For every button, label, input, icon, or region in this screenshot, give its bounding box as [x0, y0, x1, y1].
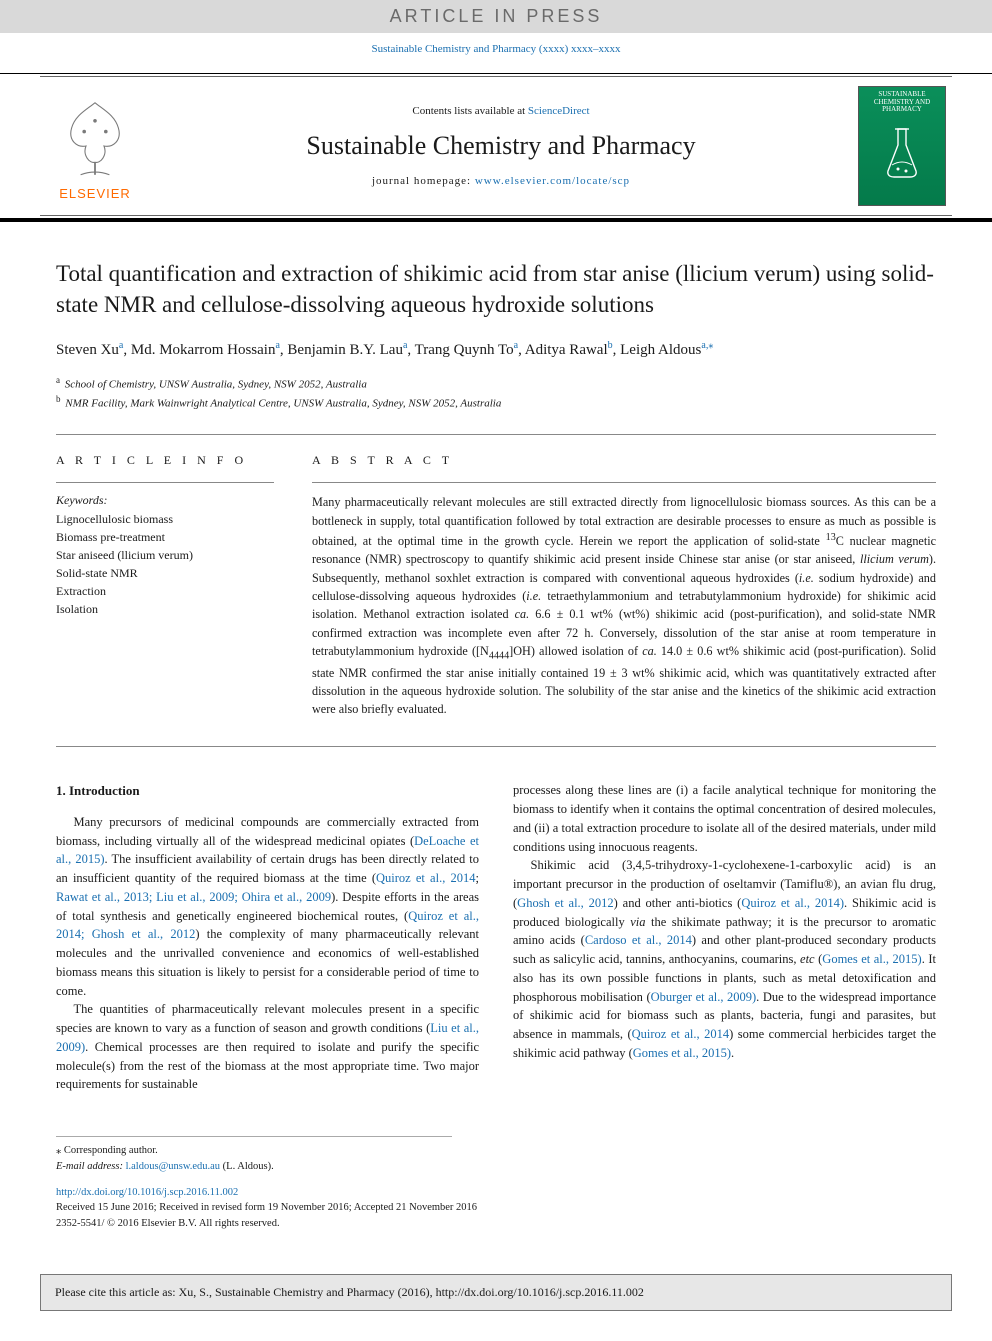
- please-cite-box: Please cite this article as: Xu, S., Sus…: [40, 1274, 952, 1311]
- body-two-column: 1. Introduction Many precursors of medic…: [56, 781, 936, 1094]
- abstract-column: A B S T R A C T Many pharmaceutically re…: [312, 453, 936, 718]
- article-title: Total quantification and extraction of s…: [56, 258, 936, 320]
- footnotes: ⁎ Corresponding author. E-mail address: …: [56, 1136, 452, 1175]
- article-info-column: A R T I C L E I N F O Keywords: Lignocel…: [56, 453, 274, 718]
- keyword: Lignocellulosic biomass: [56, 510, 274, 528]
- keywords-label: Keywords:: [56, 493, 274, 508]
- keyword: Solid-state NMR: [56, 564, 274, 582]
- body-paragraph: Many precursors of medicinal compounds a…: [56, 813, 479, 1001]
- abstract-text: Many pharmaceutically relevant molecules…: [312, 493, 936, 718]
- body-paragraph: processes along these lines are (i) a fa…: [513, 781, 936, 856]
- keyword: Star aniseed (llicium verum): [56, 546, 274, 564]
- keywords-list: Lignocellulosic biomass Biomass pre-trea…: [56, 510, 274, 618]
- journal-name: Sustainable Chemistry and Pharmacy: [150, 131, 852, 161]
- article-history: Received 15 June 2016; Received in revis…: [56, 1200, 936, 1216]
- author-list: Steven Xua, Md. Mokarrom Hossaina, Benja…: [56, 338, 936, 362]
- cover-title-text: SUSTAINABLE CHEMISTRY AND PHARMACY: [859, 87, 945, 118]
- keyword: Isolation: [56, 600, 274, 618]
- article-info-heading: A R T I C L E I N F O: [56, 453, 274, 468]
- email-line: E-mail address: l.aldous@unsw.edu.au (L.…: [56, 1159, 452, 1175]
- journal-cover-thumb: SUSTAINABLE CHEMISTRY AND PHARMACY: [852, 77, 952, 215]
- elsevier-tree-icon: [50, 92, 140, 182]
- issn-copyright: 2352-5541/ © 2016 Elsevier B.V. All righ…: [56, 1216, 936, 1232]
- body-paragraph: Shikimic acid (3,4,5-trihydroxy-1-cycloh…: [513, 856, 936, 1062]
- contents-available-line: Contents lists available at ScienceDirec…: [150, 105, 852, 117]
- doi-block: http://dx.doi.org/10.1016/j.scp.2016.11.…: [56, 1185, 936, 1232]
- keyword: Biomass pre-treatment: [56, 528, 274, 546]
- homepage-prefix: journal homepage:: [372, 175, 475, 187]
- author-email-link[interactable]: l.aldous@unsw.edu.au: [126, 1161, 220, 1172]
- publisher-wordmark: ELSEVIER: [50, 186, 140, 201]
- abstract-heading: A B S T R A C T: [312, 453, 936, 468]
- affiliations: a School of Chemistry, UNSW Australia, S…: [56, 374, 936, 412]
- publisher-logo: ELSEVIER: [40, 77, 150, 215]
- article-in-press-banner: ARTICLE IN PRESS: [0, 0, 992, 33]
- journal-homepage-link[interactable]: www.elsevier.com/locate/scp: [475, 175, 630, 187]
- masthead: ELSEVIER Contents lists available at Sci…: [0, 73, 992, 222]
- section-heading-intro: 1. Introduction: [56, 781, 479, 801]
- affiliation-a: a School of Chemistry, UNSW Australia, S…: [56, 374, 936, 393]
- sciencedirect-link[interactable]: ScienceDirect: [528, 105, 590, 117]
- cover-flask-icon: [880, 125, 924, 181]
- corresponding-author-note: ⁎ Corresponding author.: [56, 1143, 452, 1159]
- affiliation-b: b NMR Facility, Mark Wainwright Analytic…: [56, 393, 936, 412]
- body-paragraph: The quantities of pharmaceutically relev…: [56, 1000, 479, 1094]
- journal-homepage-line: journal homepage: www.elsevier.com/locat…: [150, 175, 852, 187]
- doi-link[interactable]: http://dx.doi.org/10.1016/j.scp.2016.11.…: [56, 1187, 238, 1198]
- journal-ref-link[interactable]: Sustainable Chemistry and Pharmacy (xxxx…: [372, 43, 621, 55]
- keyword: Extraction: [56, 582, 274, 600]
- journal-reference-line: Sustainable Chemistry and Pharmacy (xxxx…: [0, 33, 992, 73]
- contents-prefix: Contents lists available at: [412, 105, 527, 117]
